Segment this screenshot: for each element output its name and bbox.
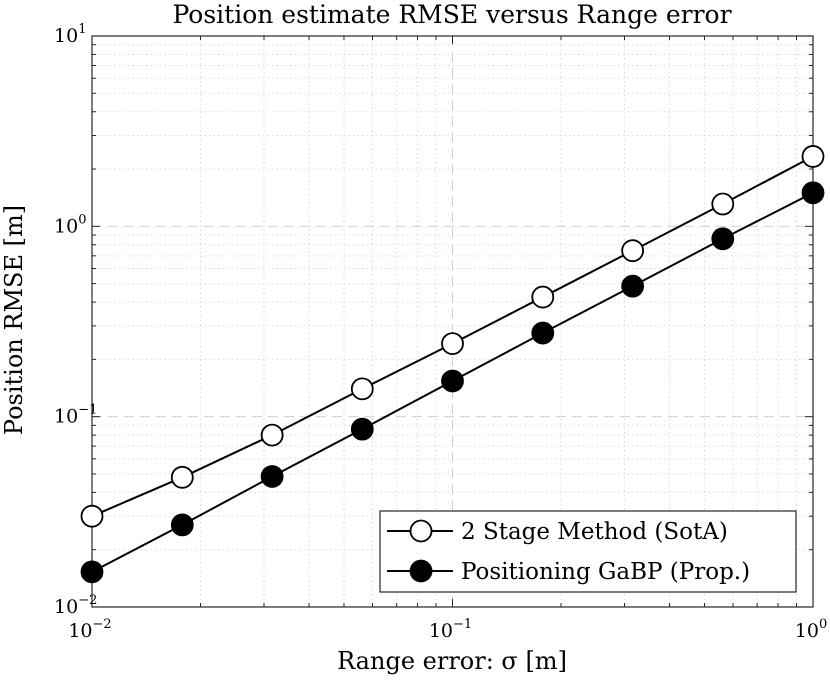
data-point (531, 321, 555, 345)
legend-label: 2 Stage Method (SotA) (461, 519, 728, 545)
data-point (350, 417, 374, 441)
data-point (350, 377, 374, 401)
data-point (170, 465, 194, 489)
chart-title: Position estimate RMSE versus Range erro… (172, 0, 731, 29)
x-tick-label: 10−2 (68, 617, 111, 642)
legend-marker (409, 519, 433, 543)
grid (91, 35, 814, 608)
legend-marker (409, 559, 433, 583)
y-tick-label: 100 (54, 212, 86, 237)
data-point (170, 513, 194, 537)
x-axis-label: Range error: σ [m] (337, 647, 567, 675)
series-1 (80, 145, 825, 528)
x-tick-label: 100 (795, 617, 827, 642)
data-point (80, 560, 104, 584)
legend: 2 Stage Method (SotA) Positioning GaBP (P… (379, 510, 797, 593)
legend-label: Positioning GaBP (Prop.) (461, 559, 750, 585)
data-point (711, 192, 735, 216)
data-point (260, 423, 284, 447)
data-point (801, 181, 825, 205)
y-tick-label: 10−1 (54, 403, 97, 428)
data-point (441, 332, 464, 356)
axis-ticks: 10−2 10−1 100 10−2 10−1 100 101 (54, 22, 827, 642)
data-point (621, 239, 645, 263)
legend-box (379, 510, 797, 593)
series-layer (80, 145, 825, 584)
y-tick-label: 101 (54, 22, 86, 47)
data-point (260, 465, 284, 488)
data-point (621, 274, 645, 298)
y-axis-label: Position RMSE [m] (0, 205, 28, 435)
data-point (80, 504, 104, 528)
x-tick-label: 10−1 (429, 617, 472, 642)
data-point (711, 227, 735, 251)
data-point (531, 285, 555, 309)
data-point (801, 145, 825, 168)
y-tick-label: 10−2 (54, 593, 97, 618)
series-2 (80, 181, 825, 584)
data-point (441, 369, 464, 393)
